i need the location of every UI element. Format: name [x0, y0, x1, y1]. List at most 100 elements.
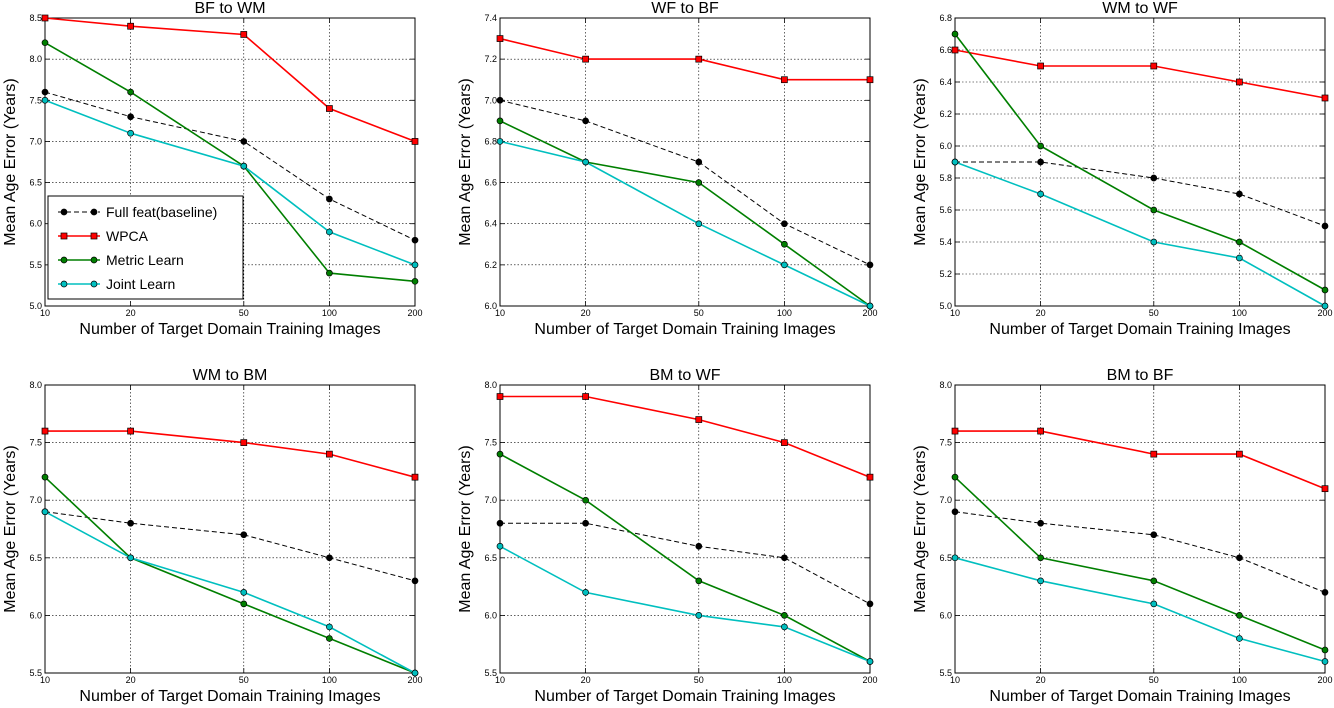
data-point-2: [240, 439, 248, 446]
series-line-2: [500, 395, 871, 478]
data-point-1: [127, 519, 134, 527]
series-line-4: [499, 140, 871, 307]
x-tick-label: 100: [322, 675, 337, 685]
data-point-1: [1037, 519, 1044, 527]
x-tick-label: 100: [777, 308, 792, 318]
y-tick-label: 6.2: [939, 109, 952, 119]
x-tick-label: 50: [694, 675, 704, 685]
data-point-1: [326, 554, 333, 562]
data-point-4: [1150, 600, 1158, 608]
series-line-1: [955, 161, 1326, 227]
chart-title: BM to WF: [649, 367, 720, 384]
series-line-2: [954, 49, 1326, 99]
data-point-1: [781, 554, 788, 562]
data-point-1: [326, 195, 333, 203]
y-tick-label: 6.5: [29, 553, 42, 563]
data-point-1: [1321, 222, 1329, 230]
x-tick-label: 20: [581, 675, 591, 685]
data-point-1: [582, 519, 589, 527]
data-point-2: [582, 393, 589, 400]
data-point-1: [951, 508, 959, 516]
data-point-2: [326, 105, 333, 112]
chart-panel-6: 10 20 50 100 200 5.5 6.0 6.5 7.0 7.5 8.0 BM to BF Nu…: [912, 367, 1333, 705]
series-line-4: [499, 545, 871, 663]
series-line-1: [500, 522, 871, 605]
x-tick-label: 100: [1232, 675, 1247, 685]
y-tick-label: 5.5: [484, 668, 497, 678]
legend-label-4: Joint Learn: [106, 276, 175, 292]
legend-marker-3: [60, 256, 68, 264]
data-point-4: [1037, 577, 1044, 585]
data-point-3: [1236, 612, 1243, 619]
data-point-3: [1150, 577, 1158, 585]
series-line-2: [44, 17, 416, 143]
data-point-2: [496, 393, 504, 400]
chart-panel-3: 10 20 50 100 200 5.0 5.2 5.4 5.6 5.8 6.0 6.2 6.4 6.6 6…: [912, 0, 1333, 338]
data-point-1: [1150, 174, 1158, 182]
data-point-4: [695, 220, 703, 228]
y-tick-label: 5.0: [29, 301, 42, 311]
y-tick-label: 5.2: [939, 269, 952, 279]
x-tick-label: 10: [40, 308, 50, 318]
chart-title: WM to BM: [193, 367, 268, 384]
data-point-1: [496, 519, 504, 527]
data-point-1: [1236, 190, 1243, 198]
plot-frame: [44, 384, 416, 674]
y-tick-label: 5.5: [29, 260, 42, 270]
chart-panel-1: 10 20 50 100 200 5.0 5.5 6.0 6.5 7.0 7.5 8.0 8.5 BF t…: [2, 0, 423, 338]
data-point-4: [240, 162, 248, 170]
x-tick-label: 100: [777, 675, 792, 685]
legend-marker-1: [90, 208, 98, 216]
data-point-1: [240, 138, 248, 145]
x-axis-label: Number of Target Domain Training Images: [989, 321, 1290, 338]
data-point-4: [1236, 254, 1243, 262]
y-tick-label: 7.5: [29, 438, 42, 448]
y-tick-label: 5.5: [939, 668, 952, 678]
data-point-2: [41, 14, 49, 22]
data-point-4: [127, 554, 134, 562]
y-axis-label: Mean Age Error (Years): [2, 445, 19, 612]
data-point-2: [127, 22, 134, 30]
chart-title: BF to WM: [194, 0, 265, 17]
data-point-4: [326, 623, 333, 631]
series-line-3: [499, 120, 871, 307]
chart-title: WM to WF: [1102, 0, 1178, 17]
data-point-3: [240, 600, 248, 608]
x-tick-label: 200: [407, 675, 422, 685]
y-tick-label: 7.0: [484, 95, 497, 105]
legend: Full feat(baseline) WPCA Metric Learn Joint…: [47, 195, 244, 300]
data-point-3: [1150, 206, 1158, 214]
data-point-1: [1037, 158, 1044, 166]
x-axis-label: Number of Target Domain Training Images: [79, 688, 380, 705]
chart-title: BM to BF: [1107, 367, 1174, 384]
series-line-4: [44, 510, 416, 674]
x-tick-label: 10: [495, 308, 505, 318]
y-tick-label: 8.0: [29, 54, 42, 64]
data-point-2: [781, 439, 788, 446]
legend-label-1: Full feat(baseline): [106, 204, 217, 220]
data-point-3: [1037, 142, 1044, 150]
y-tick-label: 7.4: [484, 13, 497, 23]
x-tick-label: 200: [1317, 675, 1332, 685]
legend-label-3: Metric Learn: [106, 252, 184, 268]
plot-frame: [954, 384, 1326, 674]
plot-frame: [499, 384, 871, 674]
data-point-4: [951, 158, 959, 166]
x-tick-label: 100: [1232, 308, 1247, 318]
data-point-1: [411, 236, 419, 244]
data-point-4: [781, 261, 788, 269]
chart-panel-5: 10 20 50 100 200 5.5 6.0 6.5 7.0 7.5 8.0 BM to WF Nu…: [457, 367, 878, 705]
data-point-2: [1236, 78, 1243, 86]
y-axis-label: Mean Age Error (Years): [2, 78, 19, 245]
data-point-4: [1150, 238, 1158, 246]
series-line-2: [45, 430, 416, 478]
data-point-2: [695, 416, 703, 423]
data-point-3: [41, 473, 49, 481]
x-tick-label: 10: [950, 308, 960, 318]
y-tick-label: 6.4: [939, 77, 952, 87]
y-tick-label: 6.5: [29, 178, 42, 188]
chart-panel-2: 10 20 50 100 200 6.0 6.2 6.4 6.6 6.8 7.0 7.2 7.4 WF t…: [457, 0, 878, 338]
x-tick-label: 50: [239, 675, 249, 685]
x-tick-label: 20: [581, 308, 591, 318]
data-point-1: [1150, 531, 1158, 539]
